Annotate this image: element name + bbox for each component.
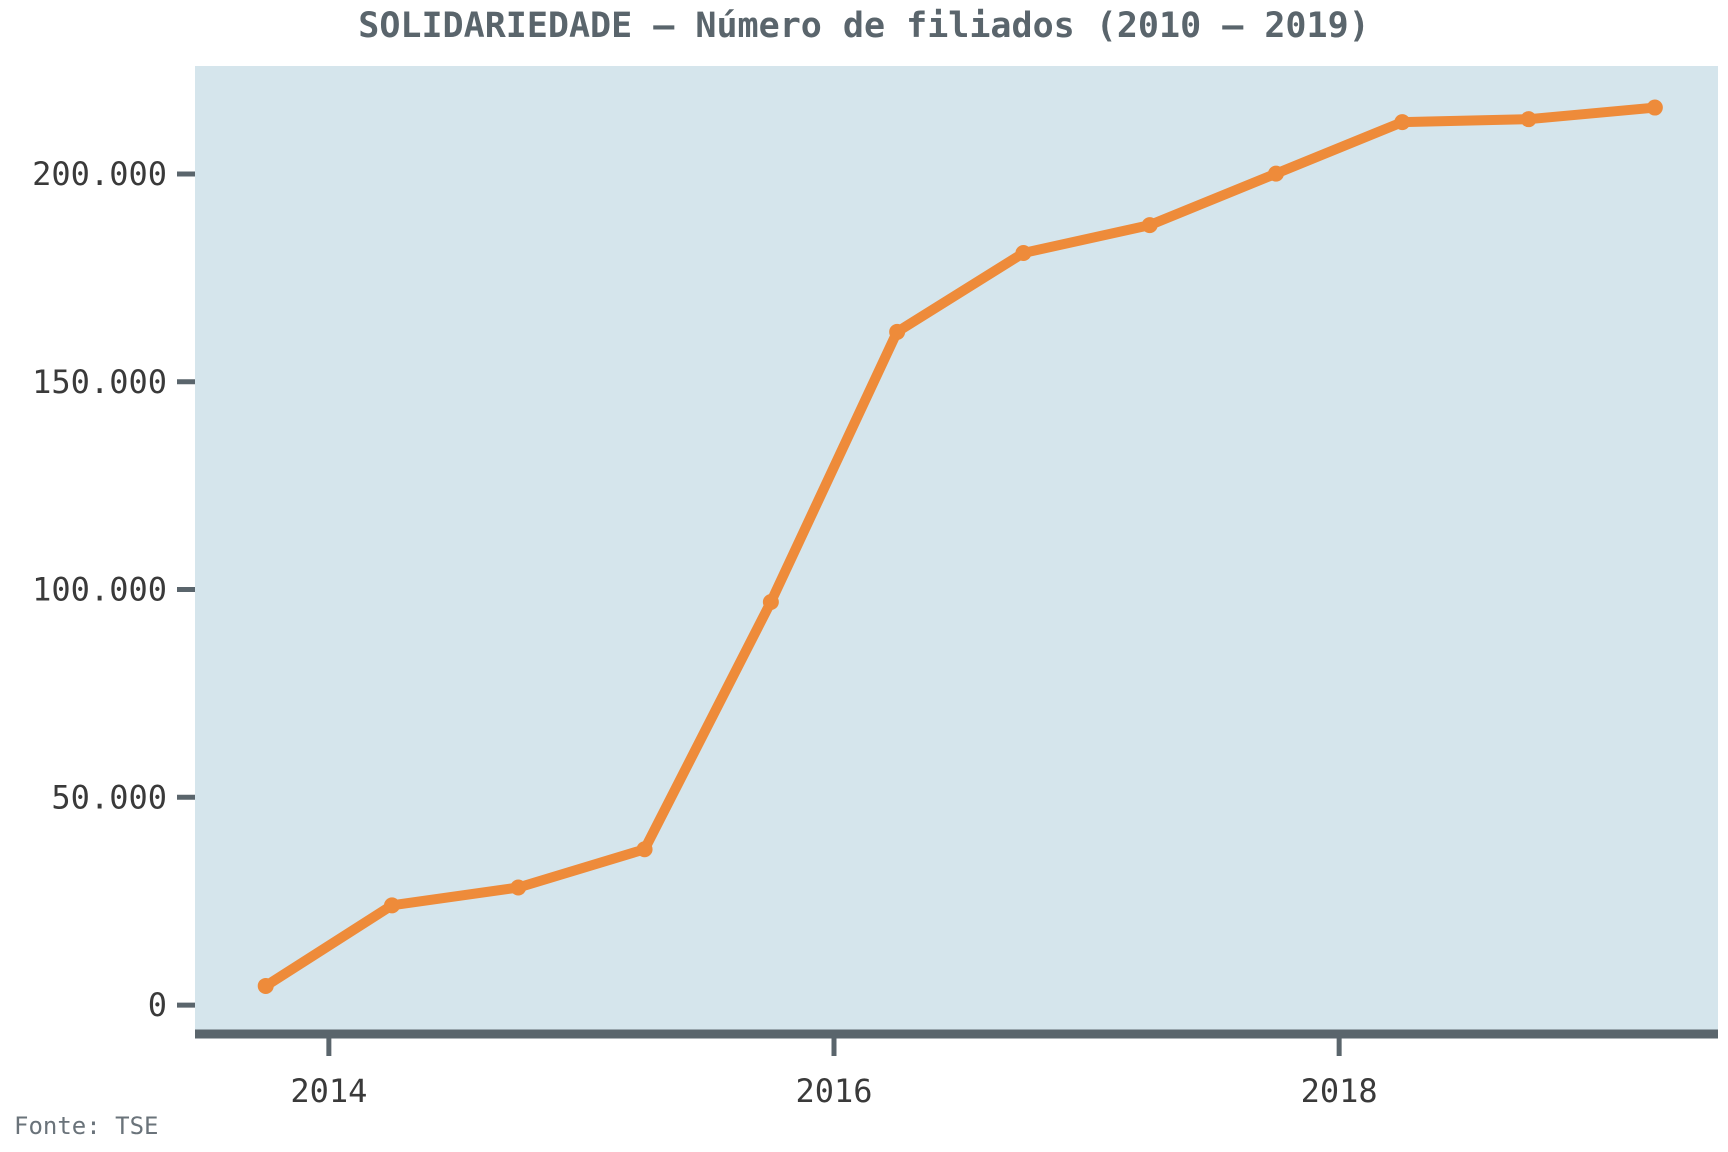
y-tick-label: 0 [148,986,167,1024]
data-point [1520,111,1537,128]
y-tick-label: 200.000 [32,155,167,193]
data-point [889,323,906,340]
data-point [762,594,779,611]
data-point [636,841,653,858]
y-tick-label: 150.000 [32,363,167,401]
x-axis: 2014 2016 2018 [195,1029,1718,1110]
series-line [260,102,1660,991]
chart-title: SOLIDARIEDADE – Número de filiados (2010… [358,6,1370,46]
y-tick-label: 50.000 [51,778,167,816]
x-tick-label: 2018 [1301,1072,1378,1110]
data-point [1394,114,1411,131]
data-point [1646,99,1663,116]
data-point [1015,244,1032,261]
x-tick-label: 2014 [290,1072,367,1110]
y-axis: 0 50.000 100.000 150.000 200.000 [32,155,195,1024]
plot-background [195,66,1718,1030]
data-point [510,879,527,896]
data-point [257,977,274,994]
data-point [1141,217,1158,234]
data-point [384,897,401,914]
x-tick-label: 2016 [795,1072,872,1110]
data-point [1268,165,1285,182]
data-points [257,99,1663,994]
y-tick-label: 100.000 [32,571,167,609]
source-note: Fonte: TSE [14,1112,159,1140]
